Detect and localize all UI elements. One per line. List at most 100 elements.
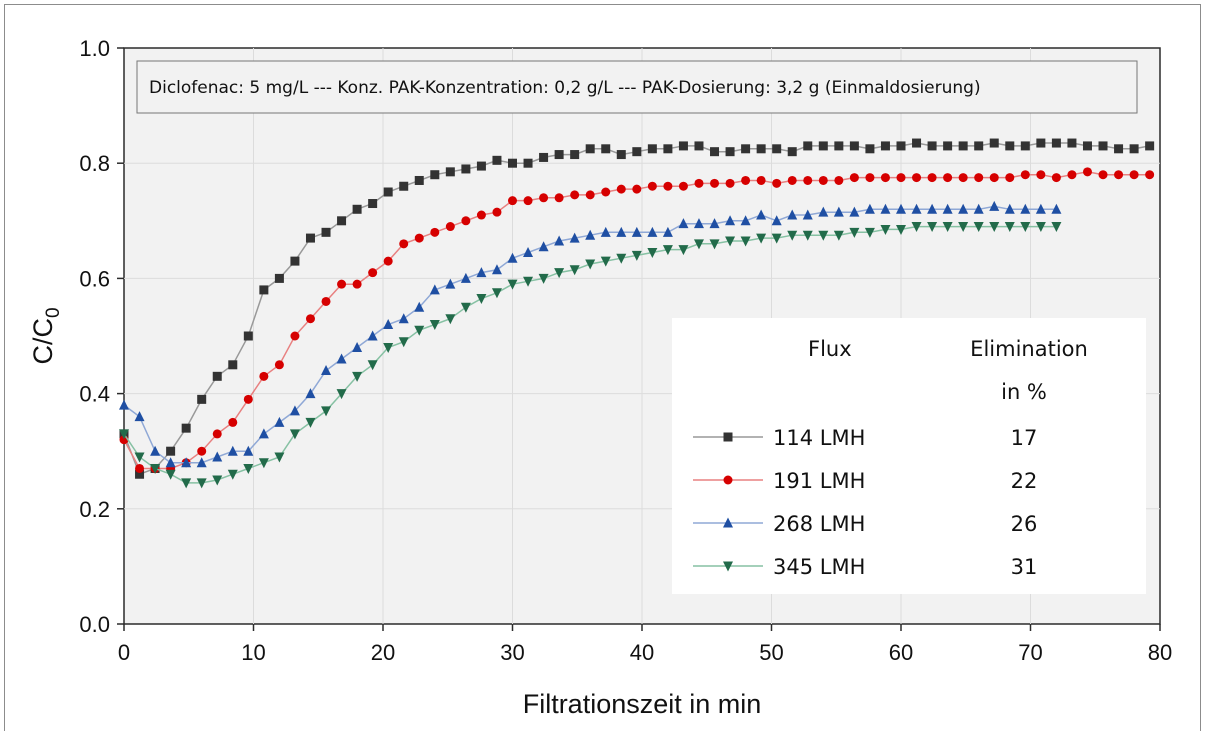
data-point (958, 173, 968, 183)
data-point (834, 175, 844, 185)
data-point (647, 181, 657, 191)
data-point (864, 203, 875, 214)
legend-marker (723, 517, 733, 528)
data-point (725, 236, 736, 247)
annotation-box: Diclofenac: 5 mg/L --- Konz. PAK-Konzent… (136, 60, 1138, 114)
data-point (601, 187, 611, 197)
legend-item: 268 LMH 26 (693, 512, 1037, 536)
data-point (942, 203, 953, 214)
legend-header-elimination: Elimination (970, 337, 1088, 361)
data-point (585, 229, 596, 240)
data-point (508, 196, 517, 206)
data-point (554, 268, 565, 279)
data-point (554, 150, 564, 160)
data-point (181, 478, 192, 489)
data-point (289, 429, 300, 440)
data-point (1020, 141, 1030, 151)
data-point (1004, 222, 1015, 233)
data-point (678, 245, 689, 256)
data-point (880, 224, 891, 235)
data-point (337, 216, 347, 226)
x-tick-label: 20 (371, 640, 395, 665)
data-point (1051, 203, 1062, 214)
legend-label: 191 LMH (773, 469, 865, 493)
data-point (912, 138, 922, 148)
data-point (772, 178, 782, 188)
data-point (942, 222, 953, 233)
data-point (507, 252, 518, 263)
data-point (352, 371, 363, 382)
data-point (243, 445, 254, 456)
data-point (756, 144, 766, 154)
data-point (756, 209, 767, 220)
data-point (864, 227, 875, 238)
data-point (476, 294, 487, 305)
data-point (710, 178, 720, 188)
y-axis-label-main: C/C (28, 318, 58, 365)
data-point (818, 206, 829, 217)
data-point (336, 389, 347, 400)
data-point (305, 417, 316, 428)
data-point (787, 230, 798, 241)
data-point (491, 264, 502, 275)
data-point (135, 463, 145, 473)
data-point (274, 452, 285, 463)
legend: Flux Elimination in % 114 LMH 17 191 LMH 22… (672, 318, 1146, 594)
data-point (616, 150, 626, 160)
legend-elimination-value: 22 (1011, 469, 1038, 493)
data-point (849, 173, 859, 183)
data-point (1098, 141, 1108, 151)
data-point (694, 141, 704, 151)
data-point (974, 141, 984, 151)
data-point (927, 173, 937, 183)
data-point (539, 193, 549, 203)
data-point (973, 222, 984, 233)
y-axis-label: C/C0 (28, 307, 64, 364)
data-point (989, 138, 999, 148)
data-point (243, 463, 254, 474)
data-point (429, 284, 440, 295)
data-point (880, 203, 891, 214)
data-point (135, 469, 145, 479)
data-point (258, 458, 269, 469)
data-point (989, 173, 999, 183)
data-point (1114, 144, 1124, 154)
data-point (663, 181, 673, 191)
data-point (927, 141, 937, 151)
data-point (430, 227, 440, 237)
y-tick-label: 1.0 (79, 36, 110, 61)
data-point (508, 158, 517, 168)
data-point (181, 457, 192, 468)
data-point (600, 256, 611, 267)
data-point (523, 196, 533, 206)
data-point (1035, 203, 1046, 214)
figure-frame (4, 4, 1201, 731)
data-point (833, 230, 844, 241)
data-point (197, 394, 207, 404)
data-point (383, 187, 393, 197)
x-tick-label: 50 (759, 640, 783, 665)
data-point (958, 141, 968, 151)
data-point (896, 173, 906, 183)
data-point (802, 230, 813, 241)
data-point (616, 226, 627, 237)
data-point (585, 259, 596, 270)
data-point (414, 301, 425, 312)
annotation-text: Diclofenac: 5 mg/L --- Konz. PAK-Konzent… (149, 78, 981, 98)
data-point (1004, 203, 1015, 214)
data-point (833, 206, 844, 217)
data-point (398, 313, 409, 324)
data-point (134, 452, 145, 463)
data-point (958, 203, 969, 214)
data-point (741, 144, 751, 154)
data-point (943, 173, 953, 183)
data-point (274, 360, 284, 370)
data-point (414, 325, 425, 336)
data-point (958, 222, 969, 233)
data-point (150, 445, 161, 456)
x-tick-label: 0 (118, 640, 130, 665)
data-point (569, 265, 580, 276)
legend-elimination-value: 26 (1011, 512, 1038, 536)
data-point (196, 478, 207, 489)
x-axis-label: Filtrationszeit in min (523, 689, 762, 719)
